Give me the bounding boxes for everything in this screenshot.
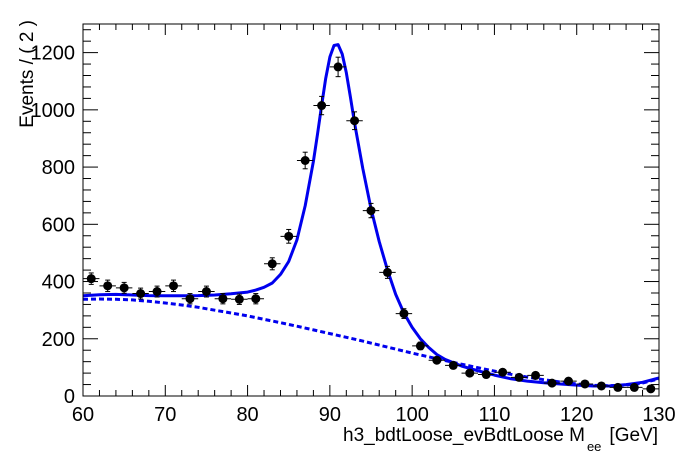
data-point	[247, 293, 265, 305]
x-tick-label: 60	[72, 404, 94, 426]
x-tick-label: 100	[395, 404, 428, 426]
data-points	[83, 56, 659, 394]
data-marker	[531, 370, 541, 380]
axes: 60 70 80 90 100 110 120 130 0 200 400 600 800 1000 120…	[31, 24, 676, 426]
data-marker	[119, 283, 129, 293]
data-marker	[152, 287, 162, 297]
data-marker	[218, 294, 228, 304]
data-point	[494, 367, 511, 377]
data-marker	[563, 376, 573, 386]
data-marker	[366, 206, 376, 216]
data-point	[412, 341, 429, 351]
y-tick-label: 200	[42, 329, 75, 351]
data-point	[346, 111, 363, 131]
data-marker	[432, 355, 442, 365]
data-marker	[629, 382, 639, 392]
x-axis-title: h3_bdtLoose_evBdtLoose Mee [GeV]	[343, 425, 658, 454]
data-marker	[382, 267, 392, 277]
data-marker	[300, 155, 310, 165]
x-tick-label: 90	[319, 404, 341, 426]
data-point	[593, 381, 610, 391]
x-tick-label: 130	[642, 404, 675, 426]
data-point	[642, 384, 659, 394]
data-marker	[350, 116, 360, 126]
data-marker	[481, 370, 491, 380]
data-marker	[136, 289, 146, 299]
data-point	[198, 285, 215, 298]
data-marker	[185, 294, 195, 304]
data-marker	[284, 231, 294, 241]
data-point	[115, 281, 133, 294]
data-point	[231, 293, 248, 305]
data-point	[428, 355, 446, 365]
data-point	[527, 370, 544, 380]
data-point	[148, 285, 166, 298]
data-marker	[251, 294, 261, 304]
data-point	[296, 151, 314, 170]
data-marker	[498, 367, 508, 377]
data-point	[329, 56, 347, 78]
y-axis-title: Events / ( 2 )	[17, 20, 38, 128]
data-marker	[580, 379, 590, 389]
data-point	[214, 293, 232, 305]
data-point	[280, 228, 297, 244]
data-point	[181, 293, 199, 305]
data-point	[626, 382, 643, 392]
data-marker	[267, 259, 277, 269]
data-marker	[317, 101, 327, 111]
data-point	[362, 202, 380, 219]
data-marker	[201, 287, 211, 297]
x-axis-title-main: h3_bdtLoose_evBdtLoose M	[343, 425, 585, 446]
y-tick-label: 0	[64, 386, 75, 408]
data-marker	[448, 360, 458, 370]
x-tick-label: 120	[560, 404, 593, 426]
x-axis-title-unit: [GeV]	[609, 425, 658, 446]
y-tick-label: 400	[42, 272, 75, 294]
data-point	[477, 370, 495, 380]
data-point	[461, 368, 478, 378]
data-point	[313, 95, 330, 116]
data-point	[560, 376, 577, 386]
data-point	[445, 360, 462, 370]
data-marker	[465, 368, 475, 378]
data-point	[510, 372, 528, 382]
background-fit-line	[82, 297, 660, 388]
data-marker	[333, 62, 343, 72]
data-point	[132, 287, 149, 300]
y-tick-label: 800	[42, 157, 75, 179]
data-marker	[234, 294, 244, 304]
data-marker	[169, 281, 179, 291]
x-tick-label: 110	[478, 404, 510, 426]
y-tick-label: 1000	[31, 100, 76, 122]
plot-frame	[82, 23, 660, 397]
x-axis-title-subscript: ee	[587, 439, 601, 454]
data-point	[543, 378, 561, 388]
data-marker	[415, 341, 425, 351]
data-marker	[613, 382, 623, 392]
data-marker	[514, 372, 524, 382]
x-tick-label: 80	[236, 404, 258, 426]
data-marker	[86, 274, 96, 284]
data-marker	[103, 281, 113, 291]
data-point	[99, 279, 116, 293]
y-tick-label: 600	[42, 214, 75, 236]
data-point	[264, 257, 281, 271]
data-point	[609, 382, 627, 392]
data-marker	[646, 384, 656, 394]
y-tick-label: 1200	[31, 43, 76, 65]
data-point	[165, 279, 182, 293]
data-point	[83, 272, 100, 285]
x-tick-label: 70	[154, 404, 176, 426]
data-marker	[399, 309, 409, 319]
data-marker	[547, 378, 557, 388]
data-marker	[596, 381, 606, 391]
data-point	[395, 308, 413, 319]
data-point	[576, 379, 594, 389]
data-point	[379, 265, 396, 279]
